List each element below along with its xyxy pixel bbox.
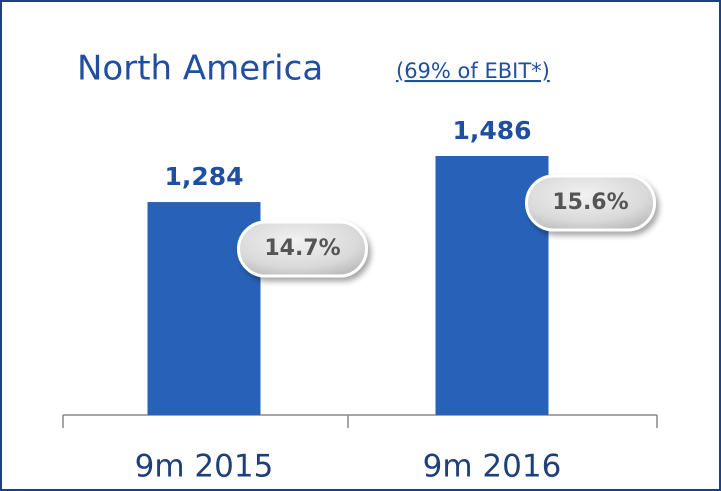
value-label: 1,284: [164, 162, 243, 191]
margin-label: 15.6%: [552, 190, 628, 215]
margin-label: 14.7%: [264, 236, 340, 261]
value-label: 1,486: [452, 116, 531, 145]
margin-badge: [525, 174, 656, 232]
chart-subtitle: (69% of EBIT*): [396, 59, 550, 83]
x-tick-label: 9m 2015: [135, 449, 274, 485]
x-tick-label: 9m 2016: [423, 449, 562, 485]
margin-badge: [237, 220, 368, 278]
chart-title: North America: [77, 49, 323, 89]
